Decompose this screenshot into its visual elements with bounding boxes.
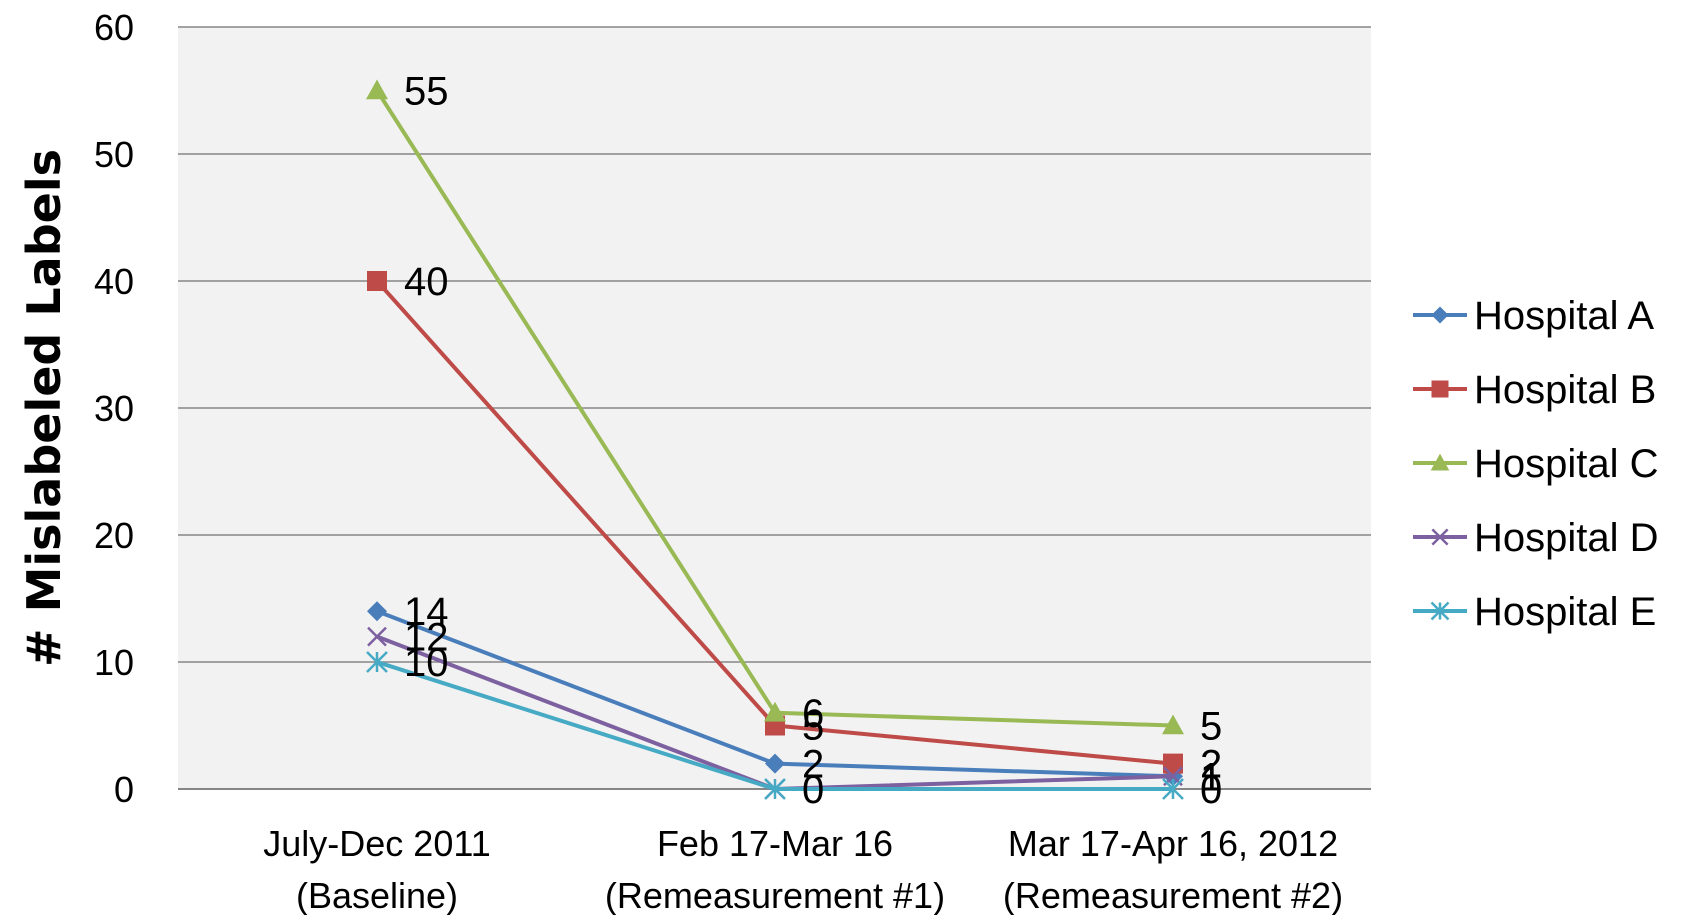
data-label: 2 (802, 743, 824, 787)
y-tick-label: 60 (94, 7, 134, 48)
data-label: 5 (1200, 705, 1222, 749)
legend-item: Hospital E (1413, 590, 1656, 634)
y-tick-label: 30 (94, 388, 134, 429)
data-label: 14 (404, 590, 449, 634)
marker-square (1163, 753, 1183, 774)
x-category-label: (Remeasurement #1) (605, 875, 945, 915)
series-hospital-b (367, 271, 1183, 774)
legend-label: Hospital C (1474, 442, 1659, 486)
marker-x (367, 626, 387, 647)
data-label: 5 (802, 705, 824, 749)
marker-diamond (765, 753, 785, 774)
data-label: 40 (404, 260, 449, 304)
marker-triangle (366, 79, 388, 100)
series-hospital-e (366, 651, 1184, 800)
y-axis-ticks: 0 10 20 30 40 50 60 (94, 7, 134, 810)
marker-star (764, 778, 786, 800)
y-tick-label: 0 (114, 769, 134, 810)
y-tick-label: 50 (94, 134, 134, 175)
x-category-label: (Remeasurement #2) (1003, 875, 1343, 915)
series-hospital-a (367, 601, 1183, 787)
marker-diamond (367, 601, 387, 622)
data-label: 2 (1200, 743, 1222, 787)
marker-triangle (1162, 714, 1184, 735)
x-category-label: July-Dec 2011 (263, 823, 490, 864)
data-label: 6 (802, 692, 824, 736)
legend-item: Hospital B (1413, 368, 1656, 412)
legend-item: Hospital A (1413, 294, 1654, 338)
data-label: 10 (404, 641, 449, 685)
legend-label: Hospital A (1474, 294, 1654, 338)
marker-star (1430, 601, 1450, 621)
legend-item: Hospital C (1413, 442, 1659, 486)
legend-label: Hospital B (1474, 368, 1656, 412)
data-label: 55 (404, 70, 449, 114)
legend-label: Hospital D (1474, 516, 1659, 560)
y-tick-label: 40 (94, 261, 134, 302)
x-category-label: Feb 17-Mar 16 (657, 823, 893, 864)
marker-diamond (1431, 306, 1449, 324)
data-label: 1 (1200, 755, 1222, 799)
x-axis-categories: July-Dec 2011 (Baseline) Feb 17-Mar 16 (Rem… (263, 823, 1343, 915)
marker-star (1162, 778, 1184, 800)
data-label: 0 (1200, 768, 1222, 812)
legend-label: Hospital E (1474, 590, 1656, 634)
marker-square (1431, 380, 1449, 398)
data-label: 12 (404, 616, 449, 660)
marker-x (1431, 528, 1449, 546)
legend: Hospital A Hospital B Hospital C Hospital D… (1413, 294, 1659, 634)
data-label: 0 (802, 768, 824, 812)
y-tick-label: 10 (94, 642, 134, 683)
legend-item: Hospital D (1413, 516, 1659, 560)
series-hospital-c (366, 79, 1184, 735)
x-category-label: Mar 17-Apr 16, 2012 (1008, 823, 1338, 864)
data-label: 1 (1200, 755, 1222, 799)
x-category-label: (Baseline) (296, 875, 458, 915)
marker-triangle (764, 701, 786, 722)
y-tick-label: 20 (94, 515, 134, 556)
marker-star (366, 651, 388, 673)
marker-triangle (1430, 453, 1450, 471)
marker-square (367, 271, 387, 291)
y-axis-title: # Mislabeled Labels (17, 149, 71, 667)
series-group (366, 79, 1184, 800)
